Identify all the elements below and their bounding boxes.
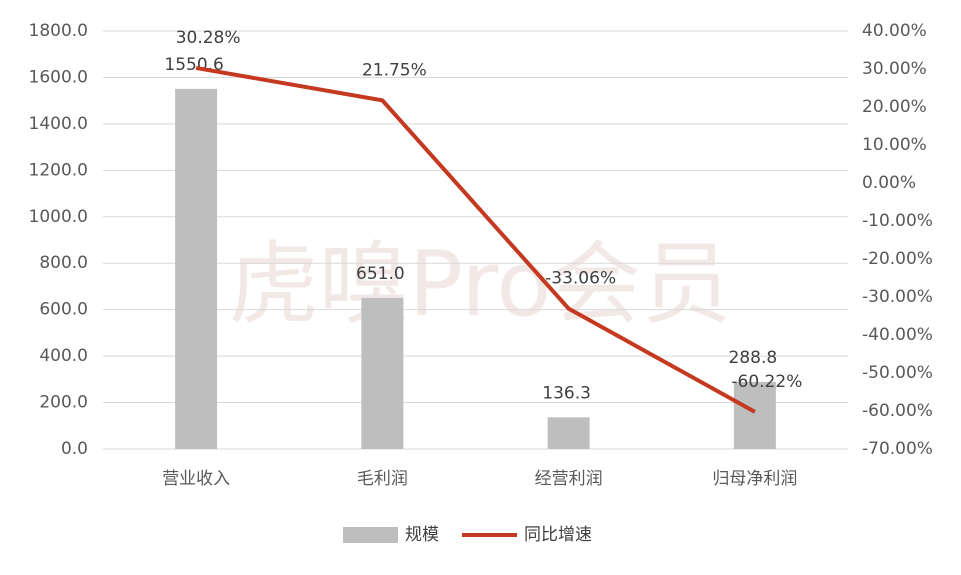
legend-label: 规模 [405, 525, 439, 545]
y2-tick-label: -60.00% [862, 401, 933, 421]
y-tick-label: 800.0 [39, 253, 88, 273]
line-value-label: -33.06% [545, 269, 616, 289]
x-tick-label: 毛利润 [357, 469, 408, 489]
watermark: 虎嗅Pro会员 [229, 232, 732, 337]
y-tick-label: 600.0 [39, 300, 88, 320]
bar-value-label: 136.3 [542, 383, 591, 403]
bar [361, 297, 404, 449]
bar-value-label: 651.0 [356, 264, 405, 284]
line [195, 65, 756, 414]
y2-tick-label: 0.00% [862, 173, 916, 193]
y2-tick-label: 30.00% [862, 59, 927, 79]
x-tick-label: 经营利润 [535, 469, 603, 489]
bar [733, 381, 776, 449]
y-tick-label: 400.0 [39, 346, 88, 366]
x-tick-label: 归母净利润 [712, 469, 797, 489]
y2-tick-label: 10.00% [862, 135, 927, 155]
y2-tick-label: -40.00% [862, 325, 933, 345]
y-tick-label: 1800.0 [29, 21, 88, 41]
y-tick-label: 200.0 [39, 393, 88, 413]
line-value-label: 30.28% [176, 28, 241, 48]
line-value-label: 21.75% [362, 60, 427, 80]
x-tick-label: 营业收入 [162, 469, 230, 489]
bar [547, 417, 590, 449]
y2-tick-label: -70.00% [862, 439, 933, 459]
y-tick-label: 1000.0 [29, 207, 88, 227]
y-tick-label: 0.0 [61, 439, 88, 459]
y2-tick-label: -10.00% [862, 211, 933, 231]
legend-swatch [343, 527, 398, 543]
y2-tick-label: -30.00% [862, 287, 933, 307]
y2-tick-label: 40.00% [862, 21, 927, 41]
line-value-label: -60.22% [731, 372, 802, 392]
y-tick-label: 1400.0 [29, 114, 88, 134]
bar-value-label: 288.8 [729, 348, 778, 368]
y2-tick-label: -20.00% [862, 249, 933, 269]
y2-tick-label: 20.00% [862, 97, 927, 117]
y2-tick-label: -50.00% [862, 363, 933, 383]
legend-label: 同比增速 [524, 525, 592, 545]
y-tick-label: 1200.0 [29, 160, 88, 180]
y-tick-label: 1600.0 [29, 67, 88, 87]
bar [175, 88, 218, 449]
